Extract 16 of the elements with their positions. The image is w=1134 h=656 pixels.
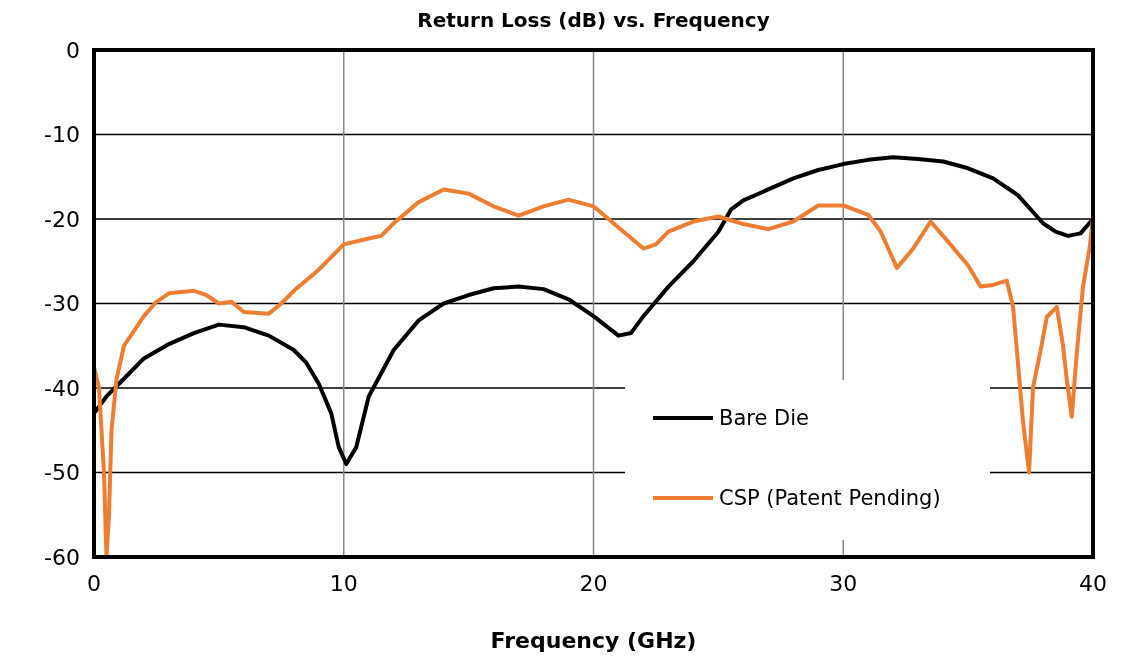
x-tick-label: 30 (829, 571, 858, 596)
legend-label: CSP (Patent Pending) (719, 486, 941, 510)
y-tick-label: -60 (44, 544, 80, 570)
y-tick-label: -20 (44, 206, 80, 232)
x-tick-label: 40 (1079, 571, 1107, 596)
x-tick-label: 0 (87, 571, 101, 596)
x-tick-label: 20 (579, 571, 608, 596)
y-tick-label: -30 (44, 291, 80, 316)
y-tick-label: -50 (44, 460, 80, 485)
legend-label: Bare Die (719, 406, 809, 430)
y-tick-label: -40 (44, 375, 80, 401)
x-tick-label: 10 (329, 571, 358, 596)
y-tick-label: -10 (44, 122, 80, 147)
x-axis-title: Frequency (GHz) (490, 628, 697, 653)
chart-title: Return Loss (dB) vs. Frequency (417, 8, 770, 32)
y-tick-label: 0 (66, 37, 80, 63)
